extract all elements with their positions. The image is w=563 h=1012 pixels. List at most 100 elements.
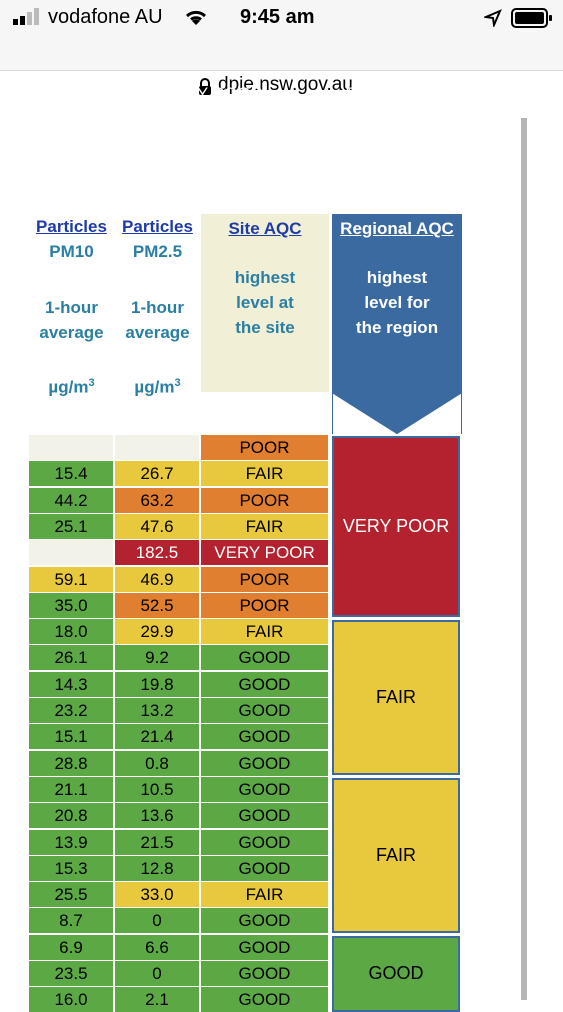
legend-extremely-poor: EXTREMELY POOR [345, 84, 502, 103]
site-cell: POOR [201, 435, 328, 460]
site-aqc-desc-3: the site [235, 318, 295, 337]
pm10-cell: 26.1 [29, 645, 113, 671]
site-cell: POOR [201, 487, 328, 513]
pm25-cell: 21.4 [115, 724, 199, 750]
site-cell: GOOD [201, 776, 328, 802]
pm25-avg: 1-hour average [125, 298, 190, 342]
pm25-cell: 46.9 [115, 566, 199, 592]
site-cell: GOOD [201, 908, 328, 934]
pm25-cell: 13.2 [115, 698, 199, 723]
pm25-cell: 33.0 [115, 882, 199, 908]
site-aqc-link[interactable]: Site AQC [228, 219, 302, 238]
site-cell: GOOD [201, 934, 328, 960]
pm10-cell: 35.0 [29, 592, 113, 618]
regional-aqc-arrow [332, 391, 462, 434]
site-cell: FAIR [201, 513, 328, 539]
lock-icon [199, 78, 211, 95]
pm25-cell: 47.6 [115, 513, 199, 539]
pm10-cell: 15.1 [29, 724, 113, 750]
pm10-name: PM10 [49, 242, 94, 261]
pm10-cell: 15.3 [29, 855, 113, 881]
region-aqc-box: VERY POOR [332, 436, 460, 618]
pm10-unit: µg/m3 [48, 377, 95, 397]
pm25-link[interactable]: Particles [122, 217, 193, 236]
pm10-cell [29, 540, 113, 566]
regional-aqc-desc-2: level for [364, 293, 430, 312]
pm25-cell: 0.8 [115, 750, 199, 776]
pm10-cell: 6.9 [29, 934, 113, 960]
pm25-cell: 12.8 [115, 855, 199, 881]
url-text[interactable]: dpie.nsw.gov.au [218, 74, 353, 95]
pm25-cell: 10.5 [115, 776, 199, 802]
pm25-cell: 13.6 [115, 803, 199, 829]
clock: 9:45 am [240, 6, 315, 28]
pm10-cell: 23.2 [29, 698, 113, 723]
pm10-cell: 13.9 [29, 829, 113, 855]
pm10-cell: 25.1 [29, 513, 113, 539]
status-bar: vodafone AU 9:45 am [0, 0, 563, 36]
site-cell: GOOD [201, 803, 328, 829]
location-arrow-icon [484, 9, 502, 27]
pm25-header: Particles PM2.5 1-hour average µg/m3 [115, 214, 200, 398]
pm10-cell: 21.1 [29, 776, 113, 802]
pm25-cell: 21.5 [115, 829, 199, 855]
legend-poor [28, 70, 107, 118]
pm25-unit: µg/m3 [134, 377, 181, 397]
battery-icon [511, 8, 552, 28]
site-cell: GOOD [201, 829, 328, 855]
pm25-cell: 182.5 [115, 540, 199, 566]
site-cell: FAIR [201, 882, 328, 908]
pm25-cell: 0 [115, 908, 199, 934]
pm10-cell [29, 435, 113, 460]
site-aqc-header: Site AQC highest level at the site [201, 214, 329, 434]
pm25-cell: 6.6 [115, 934, 199, 960]
pm10-cell: 44.2 [29, 487, 113, 513]
signal-icon [13, 8, 39, 25]
pm25-cell: 29.9 [115, 619, 199, 645]
site-cell: GOOD [201, 645, 328, 671]
site-cell: FAIR [201, 619, 328, 645]
site-cell: GOOD [201, 671, 328, 697]
site-cell: POOR [201, 592, 328, 618]
site-cell: VERY POOR [201, 540, 328, 566]
pm10-header: Particles PM10 1-hour average µg/m3 [29, 214, 114, 398]
site-aqc-desc-1: highest [234, 268, 296, 287]
address-bar[interactable]: dpie.nsw.gov.au [0, 36, 563, 95]
site-aqc-arrow [201, 392, 329, 434]
pm25-cell [115, 435, 199, 460]
regional-aqc-header: Regional AQC highest level for the regio… [332, 214, 462, 434]
site-cell: GOOD [201, 724, 328, 750]
regional-aqc-link[interactable]: Regional AQC [340, 219, 454, 238]
site-cell: GOOD [201, 855, 328, 881]
site-cell: GOOD [201, 961, 328, 986]
pm25-cell: 19.8 [115, 671, 199, 697]
pm10-cell: 23.5 [29, 961, 113, 986]
pm25-name: PM2.5 [132, 242, 183, 261]
pm10-cell: 15.4 [29, 461, 113, 487]
pm10-cell: 14.3 [29, 671, 113, 697]
regional-aqc-desc-1: highest [366, 268, 428, 287]
pm10-cell: 18.0 [29, 619, 113, 645]
pm10-cell: 59.1 [29, 566, 113, 592]
site-cell: GOOD [201, 750, 328, 776]
site-aqc-desc-2: level at [236, 293, 294, 312]
legend-very-poor: VERY POOR [162, 84, 263, 103]
page-edge-shadow [521, 118, 527, 1000]
region-aqc-box: FAIR [332, 620, 460, 775]
region-aqc-box: GOOD [332, 935, 460, 1012]
pm10-cell: 25.5 [29, 882, 113, 908]
pm25-cell: 9.2 [115, 645, 199, 671]
pm10-avg: 1-hour average [39, 298, 104, 342]
wifi-icon [185, 10, 207, 25]
pm25-cell: 52.5 [115, 592, 199, 618]
regional-aqc-desc-3: the region [355, 318, 439, 337]
pm10-link[interactable]: Particles [36, 217, 107, 236]
pm10-cell: 8.7 [29, 908, 113, 934]
pm25-cell: 0 [115, 961, 199, 986]
site-cell: POOR [201, 566, 328, 592]
pm10-cell: 28.8 [29, 750, 113, 776]
region-aqc-box: FAIR [332, 777, 460, 933]
pm25-cell: 63.2 [115, 487, 199, 513]
site-cell: FAIR [201, 461, 328, 487]
pm25-cell: 26.7 [115, 461, 199, 487]
